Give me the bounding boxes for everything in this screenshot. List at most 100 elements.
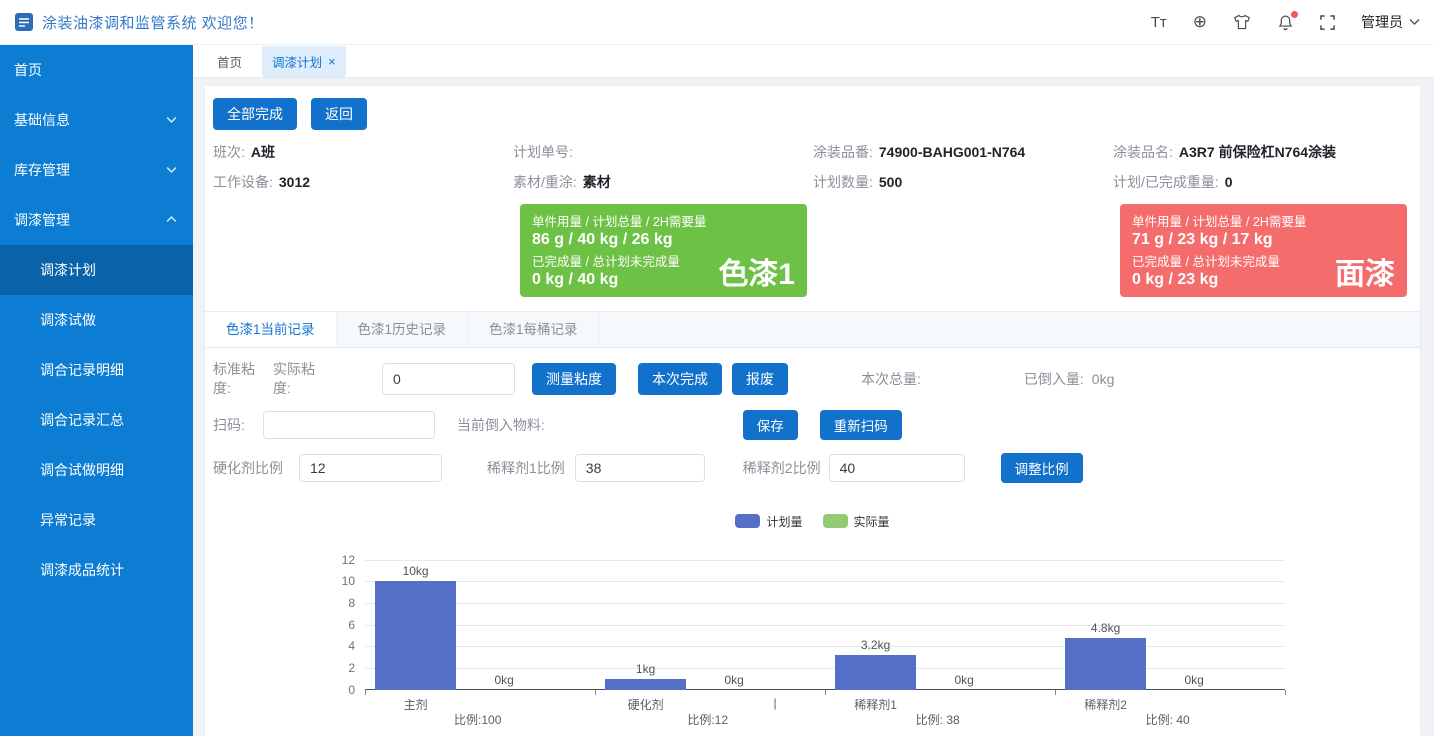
tags-view-bar: 首页 调漆计划 × (193, 45, 1434, 78)
usage-label: 单件用量 / 计划总量 / 2H需要量 (1132, 215, 1307, 229)
user-menu[interactable]: 管理员 (1361, 12, 1420, 32)
thinner2-ratio-input[interactable] (828, 453, 965, 482)
x-axis-tick (825, 689, 826, 695)
legend-item[interactable]: 计划量 (735, 513, 803, 530)
bar-value-label: 10kg (402, 564, 429, 579)
x-axis-ratio-sublabel: 比例: 40 (1145, 712, 1190, 727)
sidebar-item-label: 异常记录 (40, 512, 96, 528)
info-done-weight: 计划/已完成重量: 0 (1113, 174, 1233, 190)
done-label: 已完成量 / 总计划未完成量 (532, 254, 680, 269)
sidebar-item-paint-plan[interactable]: 调漆计划 (0, 245, 193, 295)
info-shift: 班次: A班 (213, 144, 276, 160)
usage-label: 单件用量 / 计划总量 / 2H需要量 (532, 215, 707, 229)
fullscreen-icon[interactable] (1320, 14, 1335, 30)
tab-label: 首页 (217, 55, 243, 70)
usage-value: 86 g / 40 kg / 26 kg (532, 231, 673, 248)
done-label: 已完成量 / 总计划未完成量 (1132, 254, 1280, 269)
tab-current-record[interactable]: 色漆1当前记录 (205, 312, 337, 347)
y-axis-tick-label: 6 (348, 617, 355, 632)
scan-input[interactable] (262, 410, 435, 439)
y-axis-tick-label: 2 (348, 661, 355, 676)
record-tabs: 色漆1当前记录 色漆1历史记录 色漆1每桶记录 (205, 311, 1420, 348)
sidebar-item-abnormal-record[interactable]: 异常记录 (0, 495, 193, 545)
chevron-down-icon (166, 112, 177, 128)
sidebar-item-inventory[interactable]: 库存管理 (0, 145, 193, 195)
bar-value-label: 0kg (494, 672, 514, 687)
legend-label: 计划量 (766, 514, 803, 529)
sidebar-item-label: 调漆成品统计 (40, 562, 124, 578)
bar-计划量-稀释剂1 (835, 655, 916, 690)
sidebar-item-paint-mgmt[interactable]: 调漆管理 (0, 195, 193, 245)
scrap-button[interactable]: 报废 (732, 362, 788, 395)
ratio-row: 硬化剂比例 稀释剂1比例 稀释剂2比例 调整比例 (213, 452, 1412, 483)
sidebar-item-label: 调合试做明细 (40, 462, 124, 478)
save-button[interactable]: 保存 (742, 409, 798, 440)
tab-home[interactable]: 首页 (207, 46, 252, 77)
notification-bell-icon[interactable] (1277, 10, 1298, 31)
poured-value: 0kg (1091, 370, 1115, 387)
font-size-icon[interactable]: Tт (1150, 13, 1167, 31)
hardener-ratio-label: 硬化剂比例 (213, 459, 283, 476)
y-axis-tick-label: 12 (341, 552, 355, 567)
sidebar-item-paint-trial[interactable]: 调漆试做 (0, 295, 193, 345)
std-viscosity-label: 标准粘度: (213, 361, 255, 396)
app-header: 涂装油漆调和监管系统 欢迎您！ Tт ⊕ 管理员 (0, 0, 1434, 45)
sidebar-item-mix-record-summary[interactable]: 调合记录汇总 (0, 395, 193, 445)
legend-swatch (735, 514, 761, 529)
bar-计划量-稀释剂2 (1065, 637, 1146, 690)
sidebar-item-label: 调漆计划 (40, 262, 96, 278)
rescan-button[interactable]: 重新扫码 (819, 409, 902, 440)
paint-card-name: 面漆 (1335, 258, 1395, 291)
user-name: 管理员 (1361, 14, 1403, 30)
hardener-ratio-input[interactable] (299, 453, 442, 482)
tab-paint-plan[interactable]: 调漆计划 × (262, 45, 346, 77)
sidebar-item-mix-trial-detail[interactable]: 调合试做明细 (0, 445, 193, 495)
content-area: 全部完成 返回 班次: A班 计划单号: 涂装品番: 74900-BAHG001-N… (193, 78, 1434, 736)
theme-shirt-icon[interactable] (1233, 14, 1251, 30)
info-material-type: 素材/重涂: 素材 (513, 174, 611, 190)
legend-item[interactable]: 实际量 (822, 513, 890, 530)
adjust-ratio-button[interactable]: 调整比例 (1000, 452, 1083, 483)
x-axis-ratio-sublabel: 比例:12 (687, 712, 729, 727)
target-icon[interactable]: ⊕ (1192, 12, 1207, 31)
tab-history-record[interactable]: 色漆1历史记录 (337, 312, 469, 347)
sidebar-item-label: 调漆试做 (40, 312, 96, 328)
complete-this-button[interactable]: 本次完成 (638, 362, 722, 395)
x-axis-ratio-sublabel: 比例: 38 (915, 712, 960, 727)
sidebar-item-label: 首页 (14, 62, 42, 78)
legend-label: 实际量 (853, 514, 890, 529)
actual-viscosity-input[interactable] (382, 362, 515, 395)
tab-barrel-record[interactable]: 色漆1每桶记录 (468, 312, 600, 347)
x-axis-category-label: 稀释剂2 (1084, 697, 1127, 712)
bar-计划量-硬化剂 (605, 678, 686, 690)
info-plan-qty: 计划数量: 500 (813, 174, 903, 190)
measure-viscosity-button[interactable]: 测量粘度 (532, 362, 616, 395)
chevron-up-icon (166, 212, 177, 228)
x-axis-tick (1285, 689, 1286, 695)
close-icon[interactable]: × (328, 53, 336, 69)
y-axis-tick-label: 10 (341, 574, 355, 589)
y-axis-tick-label: 0 (348, 682, 355, 697)
x-axis-ratio-sublabel: 比例:100 (454, 712, 502, 727)
sidebar-item-mix-record-detail[interactable]: 调合记录明细 (0, 345, 193, 395)
info-plan-no: 计划单号: (513, 144, 573, 160)
sidebar-item-basic-info[interactable]: 基础信息 (0, 95, 193, 145)
x-axis-line (365, 688, 1285, 690)
sidebar-item-home[interactable]: 首页 (0, 45, 193, 95)
sidebar-item-finished-stats[interactable]: 调漆成品统计 (0, 545, 193, 595)
toolbar: 全部完成 返回 (213, 98, 1412, 130)
bar-value-label: 4.8kg (1090, 620, 1121, 635)
sidebar-item-label: 调合记录汇总 (40, 412, 124, 428)
gridline (365, 624, 1285, 626)
gridline (365, 559, 1285, 561)
chevron-down-icon (166, 162, 177, 178)
complete-all-button[interactable]: 全部完成 (213, 98, 297, 130)
mix-bar-chart: 计划量 实际量 0 2 4 6 8 10 12 10kg 0kg 主剂 比例:100 1kg 0kg 硬化剂… (213, 513, 1412, 727)
info-part-name: 涂装品名: A3R7 前保险杠N764涂装 (1113, 144, 1337, 160)
thinner1-ratio-input[interactable] (574, 453, 705, 482)
scan-label: 扫码: (213, 416, 245, 433)
bar-value-label: 1kg (635, 661, 656, 676)
back-button[interactable]: 返回 (311, 98, 367, 130)
done-value: 0 kg / 23 kg (1132, 270, 1219, 288)
info-part-no: 涂装品番: 74900-BAHG001-N764 (813, 144, 1026, 160)
